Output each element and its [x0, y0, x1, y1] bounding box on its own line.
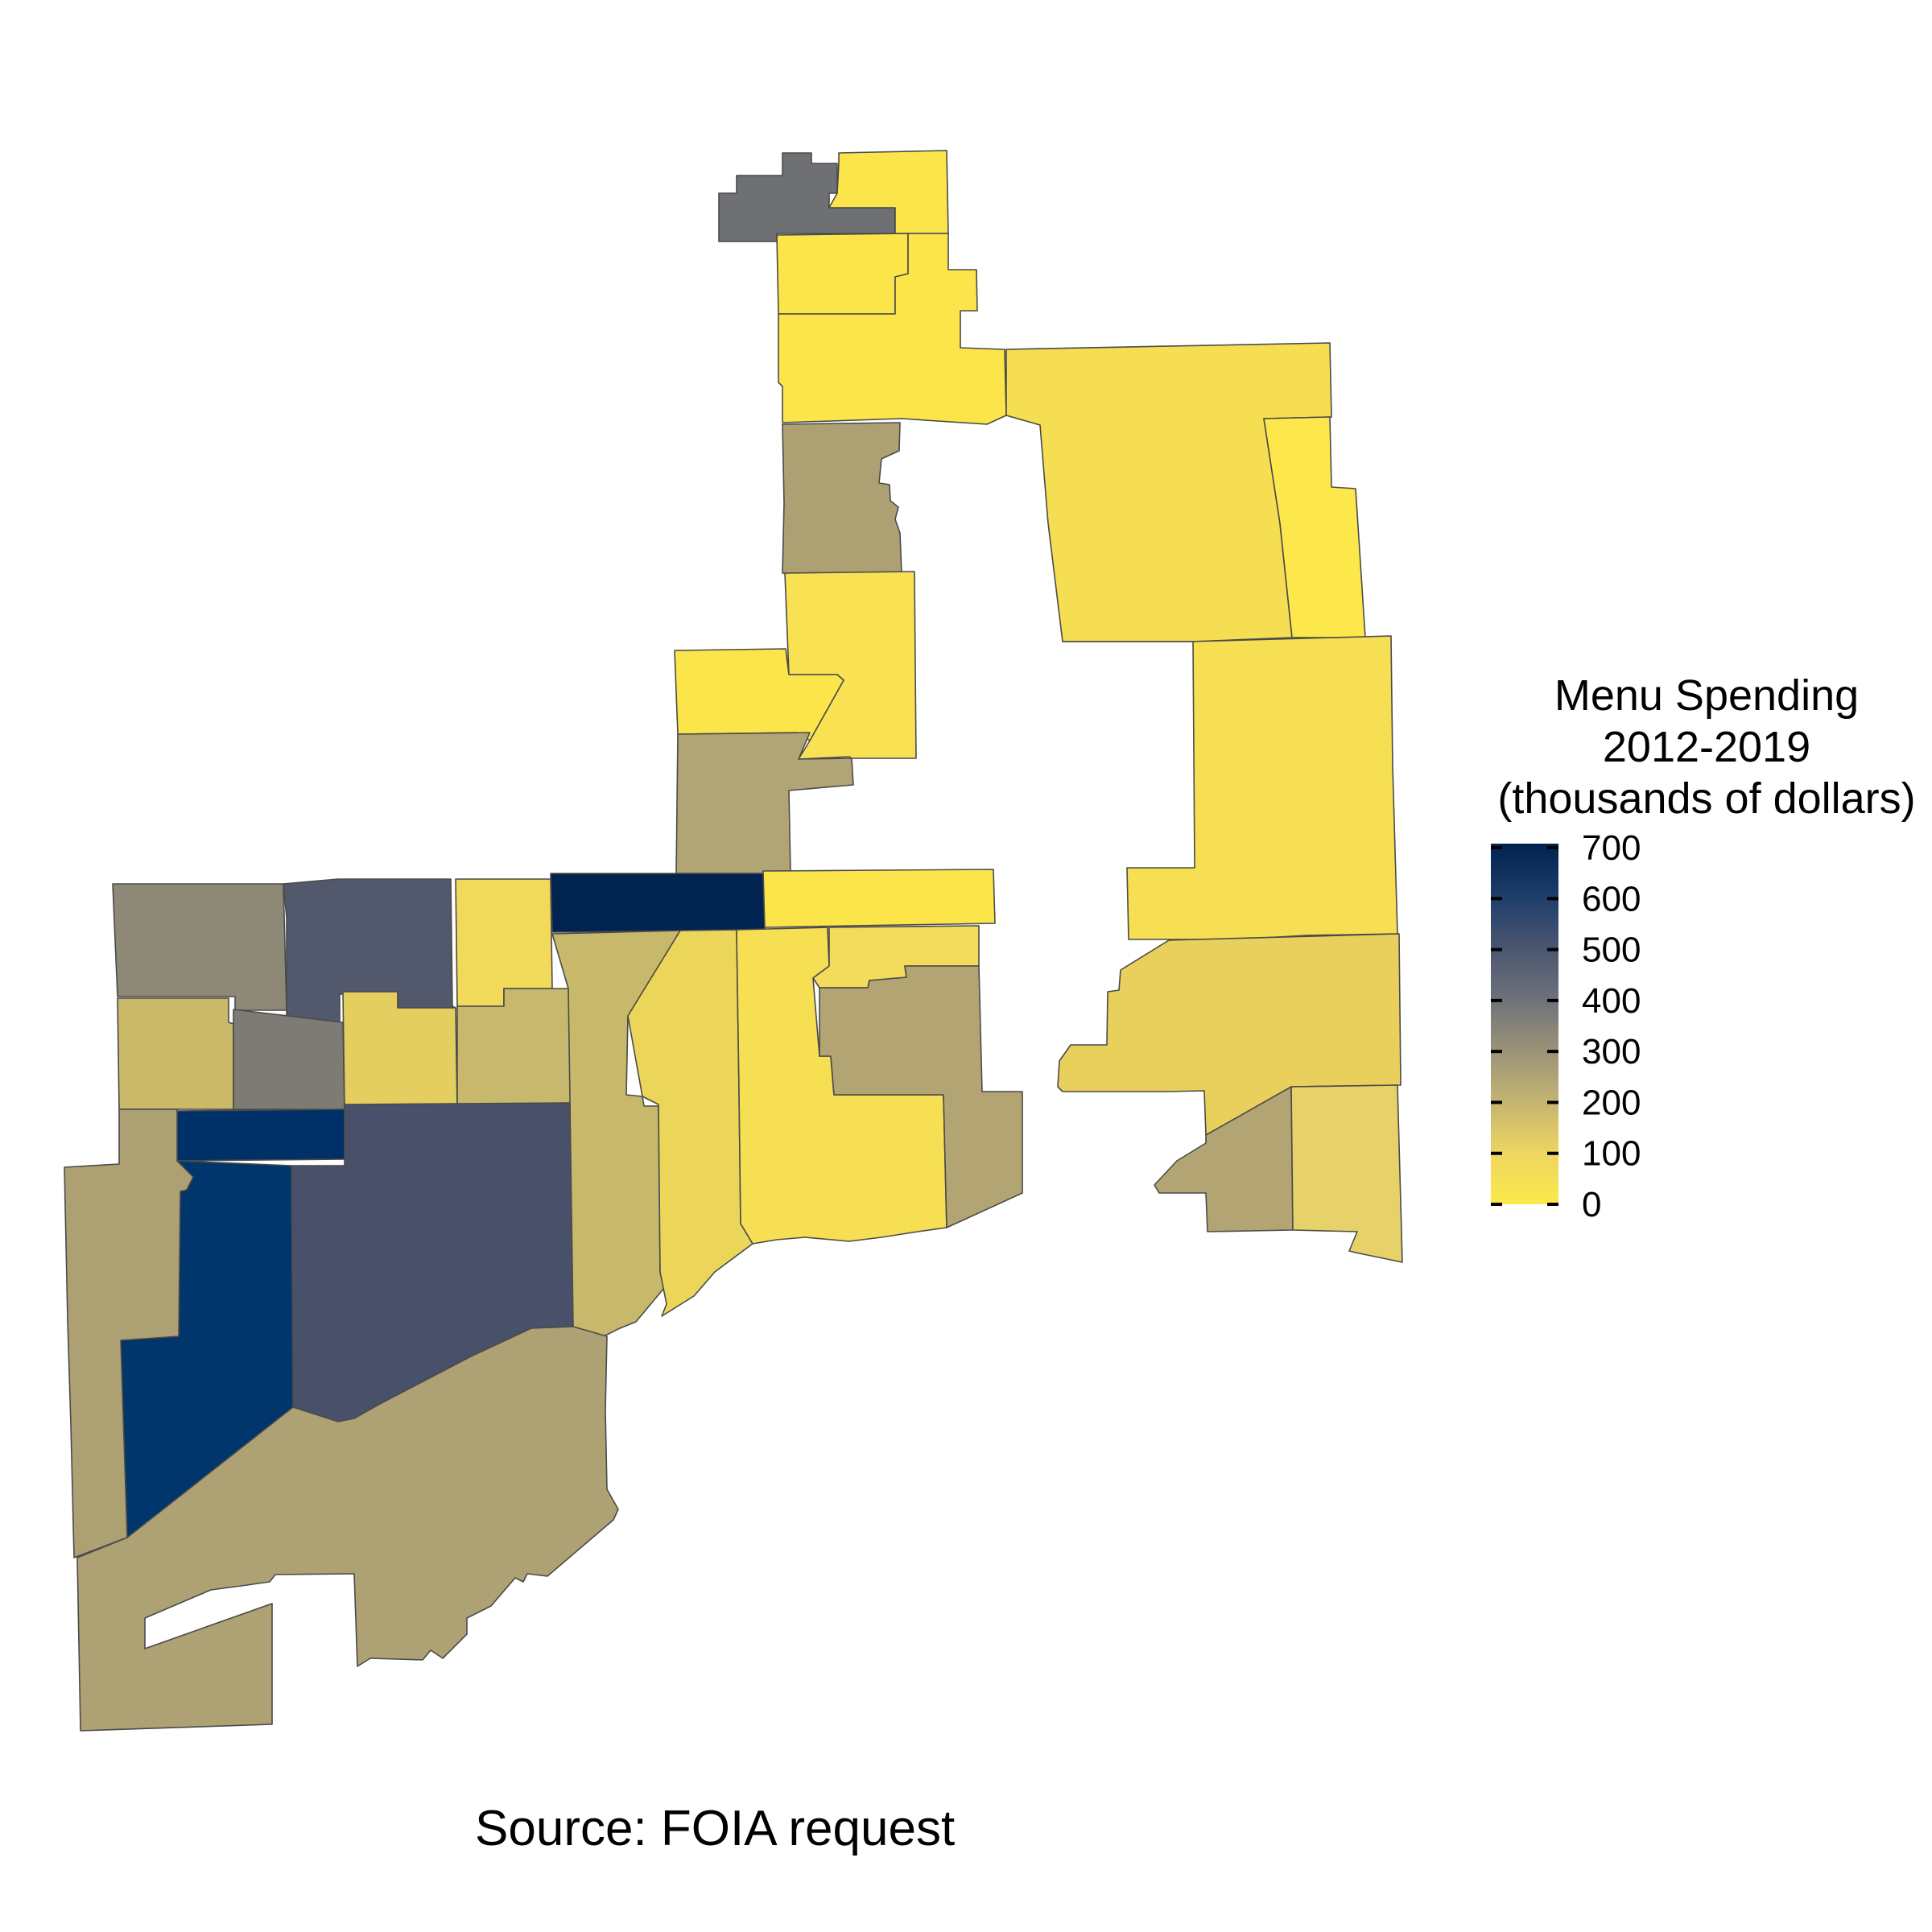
ward-region: [455, 878, 553, 1007]
legend-tick-label: 100: [1582, 1134, 1641, 1174]
ward-region: [828, 150, 949, 234]
ward-region: [176, 1108, 345, 1162]
ward-region: [819, 965, 1023, 1228]
ward-region: [1263, 416, 1366, 638]
ward-region: [782, 422, 902, 574]
legend-title-line: (thousands of dollars): [1497, 774, 1916, 823]
ward-region: [762, 869, 996, 928]
legend-title-line: 2012-2019: [1602, 723, 1811, 771]
source-caption: Source: FOIA request: [475, 1801, 956, 1856]
legend-tick-label: 200: [1582, 1083, 1641, 1122]
ward-region: [1062, 635, 1398, 940]
legend-ticks: 0 100 200 300 400 500 600 700: [1491, 828, 1641, 1224]
legend-colorbar: 0 100 200 300 400 500 600 700: [1491, 828, 1641, 1224]
ward-region: [233, 1009, 345, 1110]
legend-tick-label: 400: [1582, 981, 1641, 1021]
ward-region: [778, 233, 1007, 425]
ward-region: [1290, 1084, 1403, 1263]
legend-title-line: Menu Spending: [1554, 671, 1860, 720]
ward-region: [1154, 1086, 1294, 1232]
ward-region: [456, 988, 572, 1105]
ward-region: [550, 873, 766, 933]
legend-tick-label: 500: [1582, 931, 1641, 970]
legend-tick-label: 0: [1582, 1185, 1601, 1224]
ward-region: [76, 1326, 619, 1732]
ward-region: [342, 991, 458, 1110]
ward-region: [117, 997, 234, 1110]
legend-tick-label: 600: [1582, 879, 1641, 919]
legend-title: Menu Spending 2012-2019 (thousands of do…: [1481, 670, 1932, 824]
ward-region: [776, 233, 909, 315]
legend-tick-label: 300: [1582, 1032, 1641, 1071]
ward-region: [112, 883, 287, 1011]
legend-tick-label: 700: [1582, 828, 1641, 868]
ward-polygons: [64, 150, 1403, 1732]
ward-region: [64, 1108, 194, 1558]
legend-gradient: [1491, 844, 1558, 1204]
